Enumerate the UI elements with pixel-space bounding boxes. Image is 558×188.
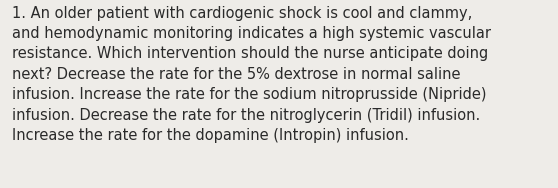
Text: 1. An older patient with cardiogenic shock is cool and clammy,
and hemodynamic m: 1. An older patient with cardiogenic sho…	[12, 6, 491, 143]
